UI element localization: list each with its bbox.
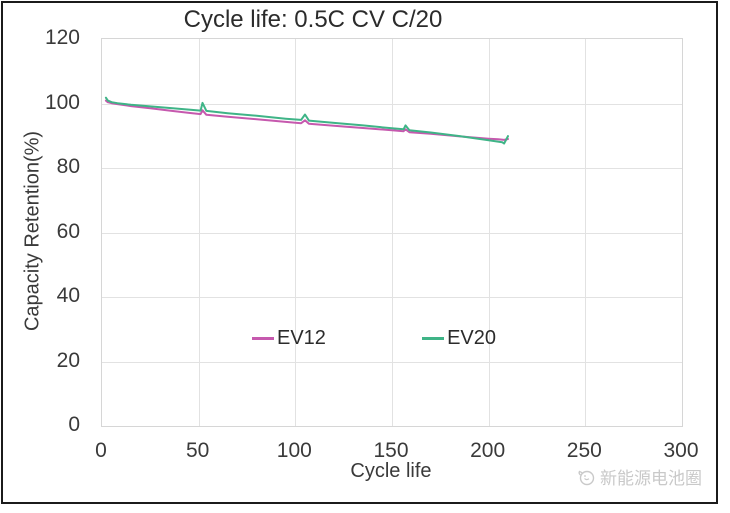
gridline-horizontal [102,103,682,105]
y-tick-label: 20 [56,348,80,372]
y-tick-label: 120 [44,26,80,49]
legend-label: EV20 [447,326,496,349]
y-tick-label: 0 [68,413,80,436]
x-axis-title: Cycle life [350,460,432,482]
legend-item-ev20: EV20 [422,327,496,350]
legend-swatch-icon [252,336,274,340]
watermark: 新能源电池圈 [576,464,702,489]
series-lines [104,96,509,145]
y-tick-label: 60 [56,219,80,243]
gridline-horizontal [102,232,682,234]
x-tick-label: 100 [276,439,312,462]
y-tick-label: 100 [44,90,80,114]
x-tick-label: 300 [663,439,699,462]
y-tick-label: 40 [56,284,80,307]
gridline-horizontal [102,297,682,298]
chart-frame: Cycle life: 0.5C CV C/20 Capacity Retent… [1,1,718,504]
series-line-ev20 [104,96,509,145]
y-axis-ticks: 0 20 40 60 80 100 120 [3,26,83,436]
gridline-horizontal [102,168,682,169]
chart-title: Cycle life: 0.5C CV C/20 [183,6,443,33]
watermark-logo-icon [578,470,595,485]
gridline-horizontal [102,361,682,363]
x-axis-ticks: 0 50 100 150 200 250 300 [95,439,698,463]
legend: EV12 EV20 [252,326,496,350]
x-tick-label: 150 [373,439,409,462]
x-tick-label: 200 [470,439,506,462]
legend-swatch-icon [422,336,445,340]
plot-area: EV12 EV20 [101,38,683,427]
legend-item-ev12: EV12 [252,327,326,350]
x-tick-label: 0 [95,439,107,462]
x-tick-label: 250 [566,439,602,462]
x-tick-label: 50 [185,439,210,462]
watermark-text: 新能源电池圈 [600,469,702,488]
legend-label: EV12 [277,326,326,349]
y-tick-label: 80 [56,155,80,178]
